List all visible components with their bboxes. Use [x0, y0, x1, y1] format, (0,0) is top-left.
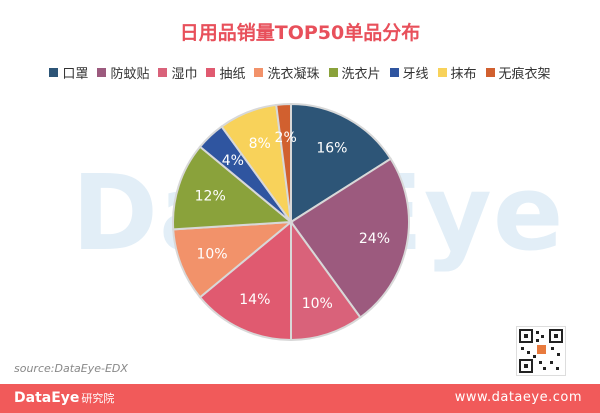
footer-url[interactable]: www.dataeye.com — [454, 390, 582, 405]
legend-swatch — [328, 68, 338, 77]
footer-bar: DataEye 研究院 www.dataeye.com — [0, 384, 600, 413]
legend-item: 防蚊贴 — [97, 63, 149, 82]
pie-slice-label: 24% — [359, 231, 390, 247]
legend-item: 湿巾 — [158, 63, 197, 82]
legend-item: 洗衣凝珠 — [254, 63, 320, 82]
legend-swatch — [437, 68, 447, 77]
legend-label: 湿巾 — [171, 67, 198, 82]
pie-slice-label: 12% — [195, 189, 226, 205]
pie-slice — [290, 218, 362, 342]
pie-slice-label: 4% — [222, 153, 244, 169]
legend-swatch — [97, 68, 107, 77]
qr-logo-icon — [537, 345, 546, 354]
pie-slice-label: 14% — [239, 292, 270, 308]
footer-brand-sub: 研究院 — [81, 392, 115, 405]
pie-slice — [172, 220, 295, 299]
legend-label: 无痕衣架 — [498, 67, 551, 82]
legend-item: 抽纸 — [206, 63, 245, 82]
legend-item: 牙线 — [389, 63, 429, 82]
chart-title: 日用品销量TOP50单品分布 — [179, 22, 421, 44]
legend-label: 抽纸 — [219, 67, 246, 82]
pie-slice-label: 8% — [249, 136, 271, 152]
pie-slice — [172, 145, 294, 231]
pie-slice — [198, 219, 292, 342]
pie-slice — [290, 102, 393, 224]
pie-slice-label: 10% — [196, 246, 227, 262]
legend-swatch — [254, 68, 264, 77]
legend-item: 洗衣片 — [328, 63, 381, 82]
legend-swatch — [485, 68, 495, 77]
legend-label: 洗衣片 — [341, 67, 381, 82]
pie-slice — [289, 157, 410, 319]
qr-code — [516, 326, 566, 376]
legend-swatch — [49, 68, 59, 77]
legend-swatch — [206, 68, 216, 77]
legend-label: 抹布 — [450, 67, 477, 82]
legend-swatch — [389, 68, 399, 77]
chart-legend: 口罩 防蚊贴 湿巾 抽纸 洗衣凝珠 洗衣片 牙线 抹布 无痕衣架 — [0, 63, 600, 82]
pie-slice-label: 16% — [316, 141, 347, 157]
source-note: source:DataEye-EDX — [14, 362, 128, 375]
footer-brand-name: DataEye — [14, 390, 80, 406]
legend-label: 口罩 — [62, 67, 89, 82]
legend-item: 口罩 — [49, 63, 88, 82]
qr-pattern-icon — [519, 329, 563, 373]
legend-item: 抹布 — [437, 63, 477, 82]
legend-label: 牙线 — [402, 67, 429, 82]
pie-slice — [275, 102, 292, 223]
legend-item: 无痕衣架 — [485, 63, 551, 82]
footer-brand: DataEye 研究院 — [14, 390, 114, 406]
legend-label: 洗衣凝珠 — [267, 67, 320, 82]
pie-slice-label: 2% — [275, 130, 297, 146]
legend-label: 防蚊贴 — [110, 67, 150, 82]
pie-slice-label: 10% — [302, 296, 333, 312]
legend-swatch — [158, 68, 168, 77]
